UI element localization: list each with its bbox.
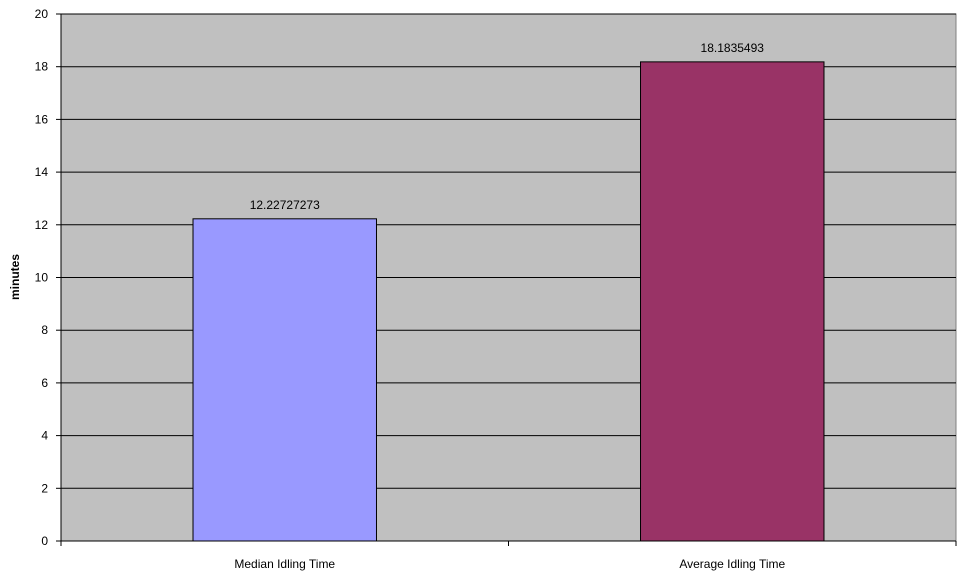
y-tick-label: 18 — [35, 60, 49, 74]
y-tick-label: 20 — [35, 7, 49, 21]
y-tick-label: 4 — [41, 429, 48, 443]
bar — [192, 218, 377, 542]
data-label: 18.1835493 — [701, 41, 765, 55]
axes: 0 2 4 6 8 10 12 14 16 18 20 Median Idling Time Avera… — [35, 7, 957, 571]
y-tick-label: 16 — [35, 112, 49, 126]
y-tick-label: 6 — [41, 376, 48, 390]
y-axis-title: minutes — [8, 254, 22, 300]
x-category-label: Average Idling Time — [679, 557, 785, 571]
y-tick-label: 2 — [41, 481, 48, 495]
bar — [640, 61, 825, 542]
y-tick-label: 10 — [35, 271, 49, 285]
x-category-label: Median Idling Time — [234, 557, 335, 571]
data-label: 12.22727273 — [250, 198, 320, 212]
y-tick-label: 12 — [35, 218, 49, 232]
y-tick-label: 8 — [41, 323, 48, 337]
y-tick-label: 0 — [41, 534, 48, 548]
data-labels: 12.22727273 18.1835493 — [250, 41, 765, 212]
y-tick-label: 14 — [35, 165, 49, 179]
